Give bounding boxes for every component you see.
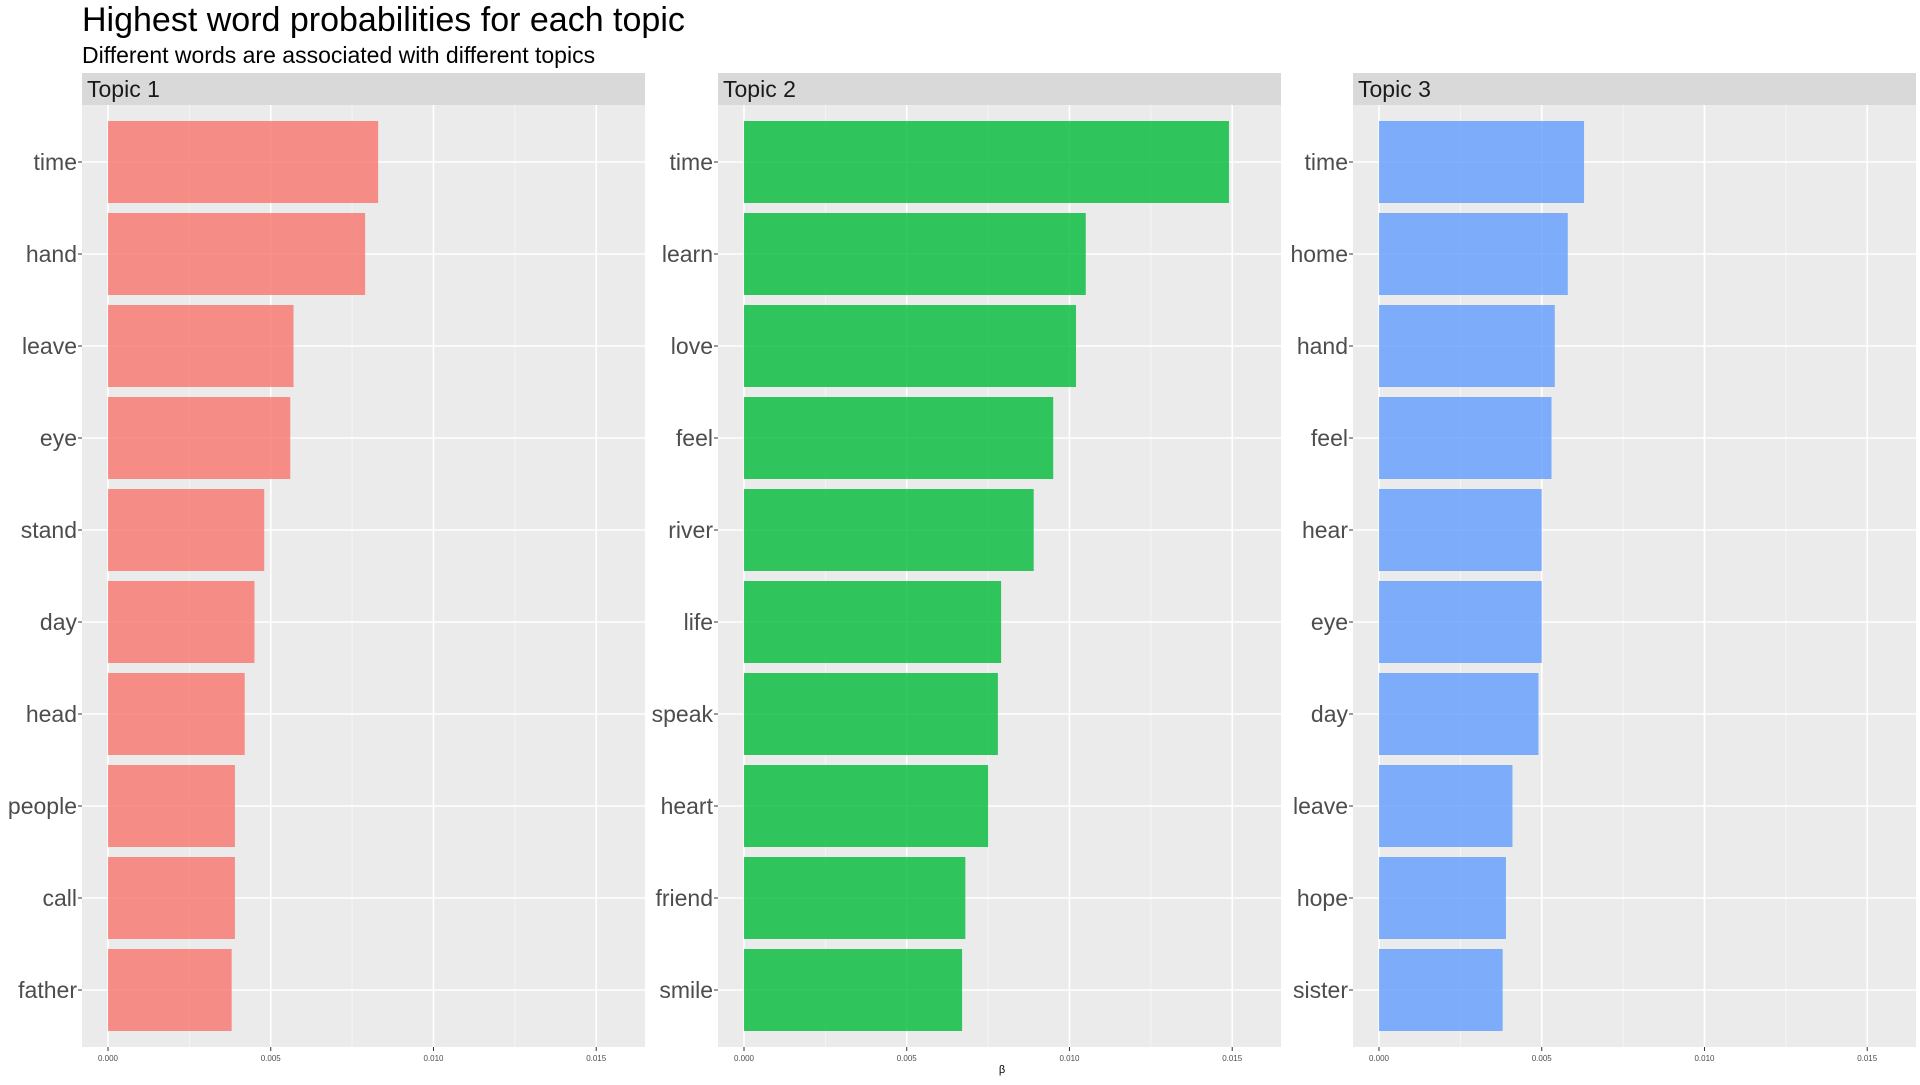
y-tick-label-smile: smile [659, 977, 713, 1003]
panel-strip-label: Topic 3 [1358, 76, 1431, 102]
bar-father [108, 949, 232, 1031]
bar-people [108, 765, 235, 847]
bar-eye [1379, 581, 1542, 663]
y-tick-label-hand: hand [26, 241, 77, 267]
y-tick-label-river: river [668, 517, 713, 543]
panel-strip [82, 73, 645, 105]
y-tick-label-stand: stand [21, 517, 77, 543]
bar-speak [744, 673, 998, 755]
y-tick-label-day: day [1311, 701, 1349, 727]
y-tick-label-eye: eye [1311, 609, 1348, 635]
bar-leave [1379, 765, 1513, 847]
y-tick-label-sister: sister [1293, 977, 1348, 1003]
y-tick-label-time: time [34, 149, 77, 175]
bar-sister [1379, 949, 1503, 1031]
x-tick-label: 0.015 [1222, 1054, 1243, 1063]
y-tick-label-feel: feel [676, 425, 713, 451]
x-tick-label: 0.010 [423, 1054, 444, 1063]
panel-strip [718, 73, 1281, 105]
bar-feel [744, 397, 1054, 479]
y-tick-label-eye: eye [40, 425, 77, 451]
panel-2: Topic 2 time learn love feel river life speak he… [652, 73, 1281, 1063]
y-tick-label-head: head [26, 701, 77, 727]
y-tick-label-hand: hand [1297, 333, 1348, 359]
bar-leave [108, 305, 294, 387]
bar-hand [108, 213, 366, 295]
x-tick-label: 0.005 [261, 1054, 282, 1063]
y-tick-label-father: father [18, 977, 77, 1003]
x-axis-label: β [999, 1064, 1005, 1076]
panels: Topic 1 time hand leave eye stand day head peopl… [8, 73, 1916, 1063]
panel-3: Topic 3 time home hand feel hear eye day leave ho… [1290, 73, 1916, 1063]
y-tick-label-feel: feel [1311, 425, 1348, 451]
x-tick-label: 0.015 [586, 1054, 607, 1063]
x-tick-label: 0.005 [1532, 1054, 1553, 1063]
y-tick-label-speak: speak [652, 701, 714, 727]
bar-time [108, 121, 379, 203]
bar-friend [744, 857, 966, 939]
chart-title: Highest word probabilities for each topi… [82, 1, 685, 39]
y-tick-label-leave: leave [1293, 793, 1348, 819]
x-tick-label: 0.010 [1059, 1054, 1080, 1063]
y-tick-label-time: time [670, 149, 713, 175]
y-tick-label-hear: hear [1302, 517, 1348, 543]
bar-river [744, 489, 1034, 571]
bar-life [744, 581, 1002, 663]
y-tick-label-time: time [1305, 149, 1348, 175]
bar-eye [108, 397, 291, 479]
panel-strip-label: Topic 1 [87, 76, 160, 102]
panel-1: Topic 1 time hand leave eye stand day head peopl… [8, 73, 645, 1063]
bar-hope [1379, 857, 1506, 939]
y-tick-label-call: call [42, 885, 77, 911]
bar-time [1379, 121, 1585, 203]
x-tick-label: 0.010 [1694, 1054, 1715, 1063]
bar-home [1379, 213, 1568, 295]
bar-call [108, 857, 235, 939]
bar-stand [108, 489, 265, 571]
bar-time [744, 121, 1229, 203]
y-tick-label-home: home [1290, 241, 1348, 267]
y-tick-label-learn: learn [662, 241, 713, 267]
x-tick-label: 0.015 [1857, 1054, 1878, 1063]
bar-hear [1379, 489, 1542, 571]
bar-heart [744, 765, 989, 847]
bar-day [108, 581, 255, 663]
y-tick-label-love: love [671, 333, 713, 359]
y-tick-label-people: people [8, 793, 77, 819]
panel-strip-label: Topic 2 [723, 76, 796, 102]
bar-learn [744, 213, 1086, 295]
y-tick-label-hope: hope [1297, 885, 1348, 911]
bar-love [744, 305, 1076, 387]
x-tick-label: 0.005 [897, 1054, 918, 1063]
x-tick-label: 0.000 [1369, 1054, 1390, 1063]
bar-day [1379, 673, 1539, 755]
y-tick-label-day: day [40, 609, 78, 635]
x-tick-label: 0.000 [734, 1054, 755, 1063]
bar-feel [1379, 397, 1552, 479]
panel-strip [1353, 73, 1916, 105]
y-tick-label-life: life [684, 609, 713, 635]
bar-hand [1379, 305, 1555, 387]
y-tick-label-leave: leave [22, 333, 77, 359]
bar-smile [744, 949, 963, 1031]
y-tick-label-heart: heart [661, 793, 714, 819]
bar-head [108, 673, 245, 755]
x-tick-label: 0.000 [98, 1054, 119, 1063]
y-tick-label-friend: friend [655, 885, 713, 911]
chart-subtitle: Different words are associated with diff… [82, 42, 595, 68]
